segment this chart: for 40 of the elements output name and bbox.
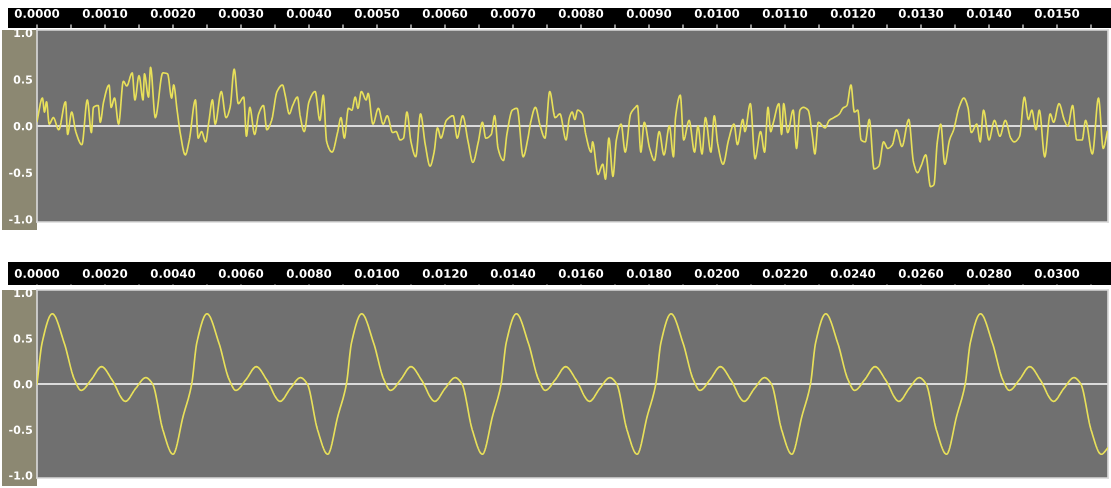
x-tick-label: 0.0060: [422, 9, 468, 18]
x-tick-label: 0.0040: [150, 269, 196, 278]
x-tick-label: 0.0280: [966, 269, 1012, 278]
x-tick-label: 0.0030: [218, 9, 264, 18]
x-tick-label: 0.0160: [558, 269, 604, 278]
x-tick-label: 0.0100: [694, 9, 740, 18]
x-tick-label: 0.0240: [830, 269, 876, 278]
y-tick-label: 0.0: [13, 379, 33, 389]
x-tick-label: 0.0220: [762, 269, 808, 278]
x-tick-label: 0.0080: [558, 9, 604, 18]
x-tick-label: 0.0040: [286, 9, 332, 18]
x-tick-label: 0.0070: [490, 9, 536, 18]
x-tick-label: 0.0130: [898, 9, 944, 18]
x-tick-label: 0.0100: [354, 269, 400, 278]
x-tick-label: 0.0000: [14, 9, 60, 18]
x-tick-label: 0.0010: [82, 9, 128, 18]
x-tick-label: 0.0020: [150, 9, 196, 18]
x-tick-label: 0.0120: [830, 9, 876, 18]
x-tick-label: 0.0180: [626, 269, 672, 278]
x-tick-label: 0.0260: [898, 269, 944, 278]
x-tick-label: 0.0000: [14, 269, 60, 278]
y-tick-label: -1.0: [9, 215, 33, 224]
y-tick-label: -1.0: [9, 471, 33, 480]
x-tick-label: 0.0050: [354, 9, 400, 18]
x-tick-label: 0.0200: [694, 269, 740, 278]
y-tick-label: -0.5: [9, 168, 33, 177]
y-tick-label: -0.5: [9, 425, 33, 435]
x-tick-label: 0.0120: [422, 269, 468, 278]
x-tick-label: 0.0080: [286, 269, 332, 278]
y-tick-label: 0.0: [13, 121, 33, 131]
x-tick-label: 0.0060: [218, 269, 264, 278]
x-tick-label: 0.0140: [490, 269, 536, 278]
x-tick-label: 0.0150: [1034, 9, 1080, 18]
y-tick-label: 0.5: [13, 75, 33, 84]
x-tick-label: 0.0020: [82, 269, 128, 278]
x-tick-label: 0.0110: [762, 9, 808, 18]
x-tick-label: 0.0090: [626, 9, 672, 18]
y-tick-label: 0.5: [13, 334, 33, 343]
x-tick-label: 0.0140: [966, 9, 1012, 18]
x-tick-label: 0.0300: [1034, 269, 1080, 278]
